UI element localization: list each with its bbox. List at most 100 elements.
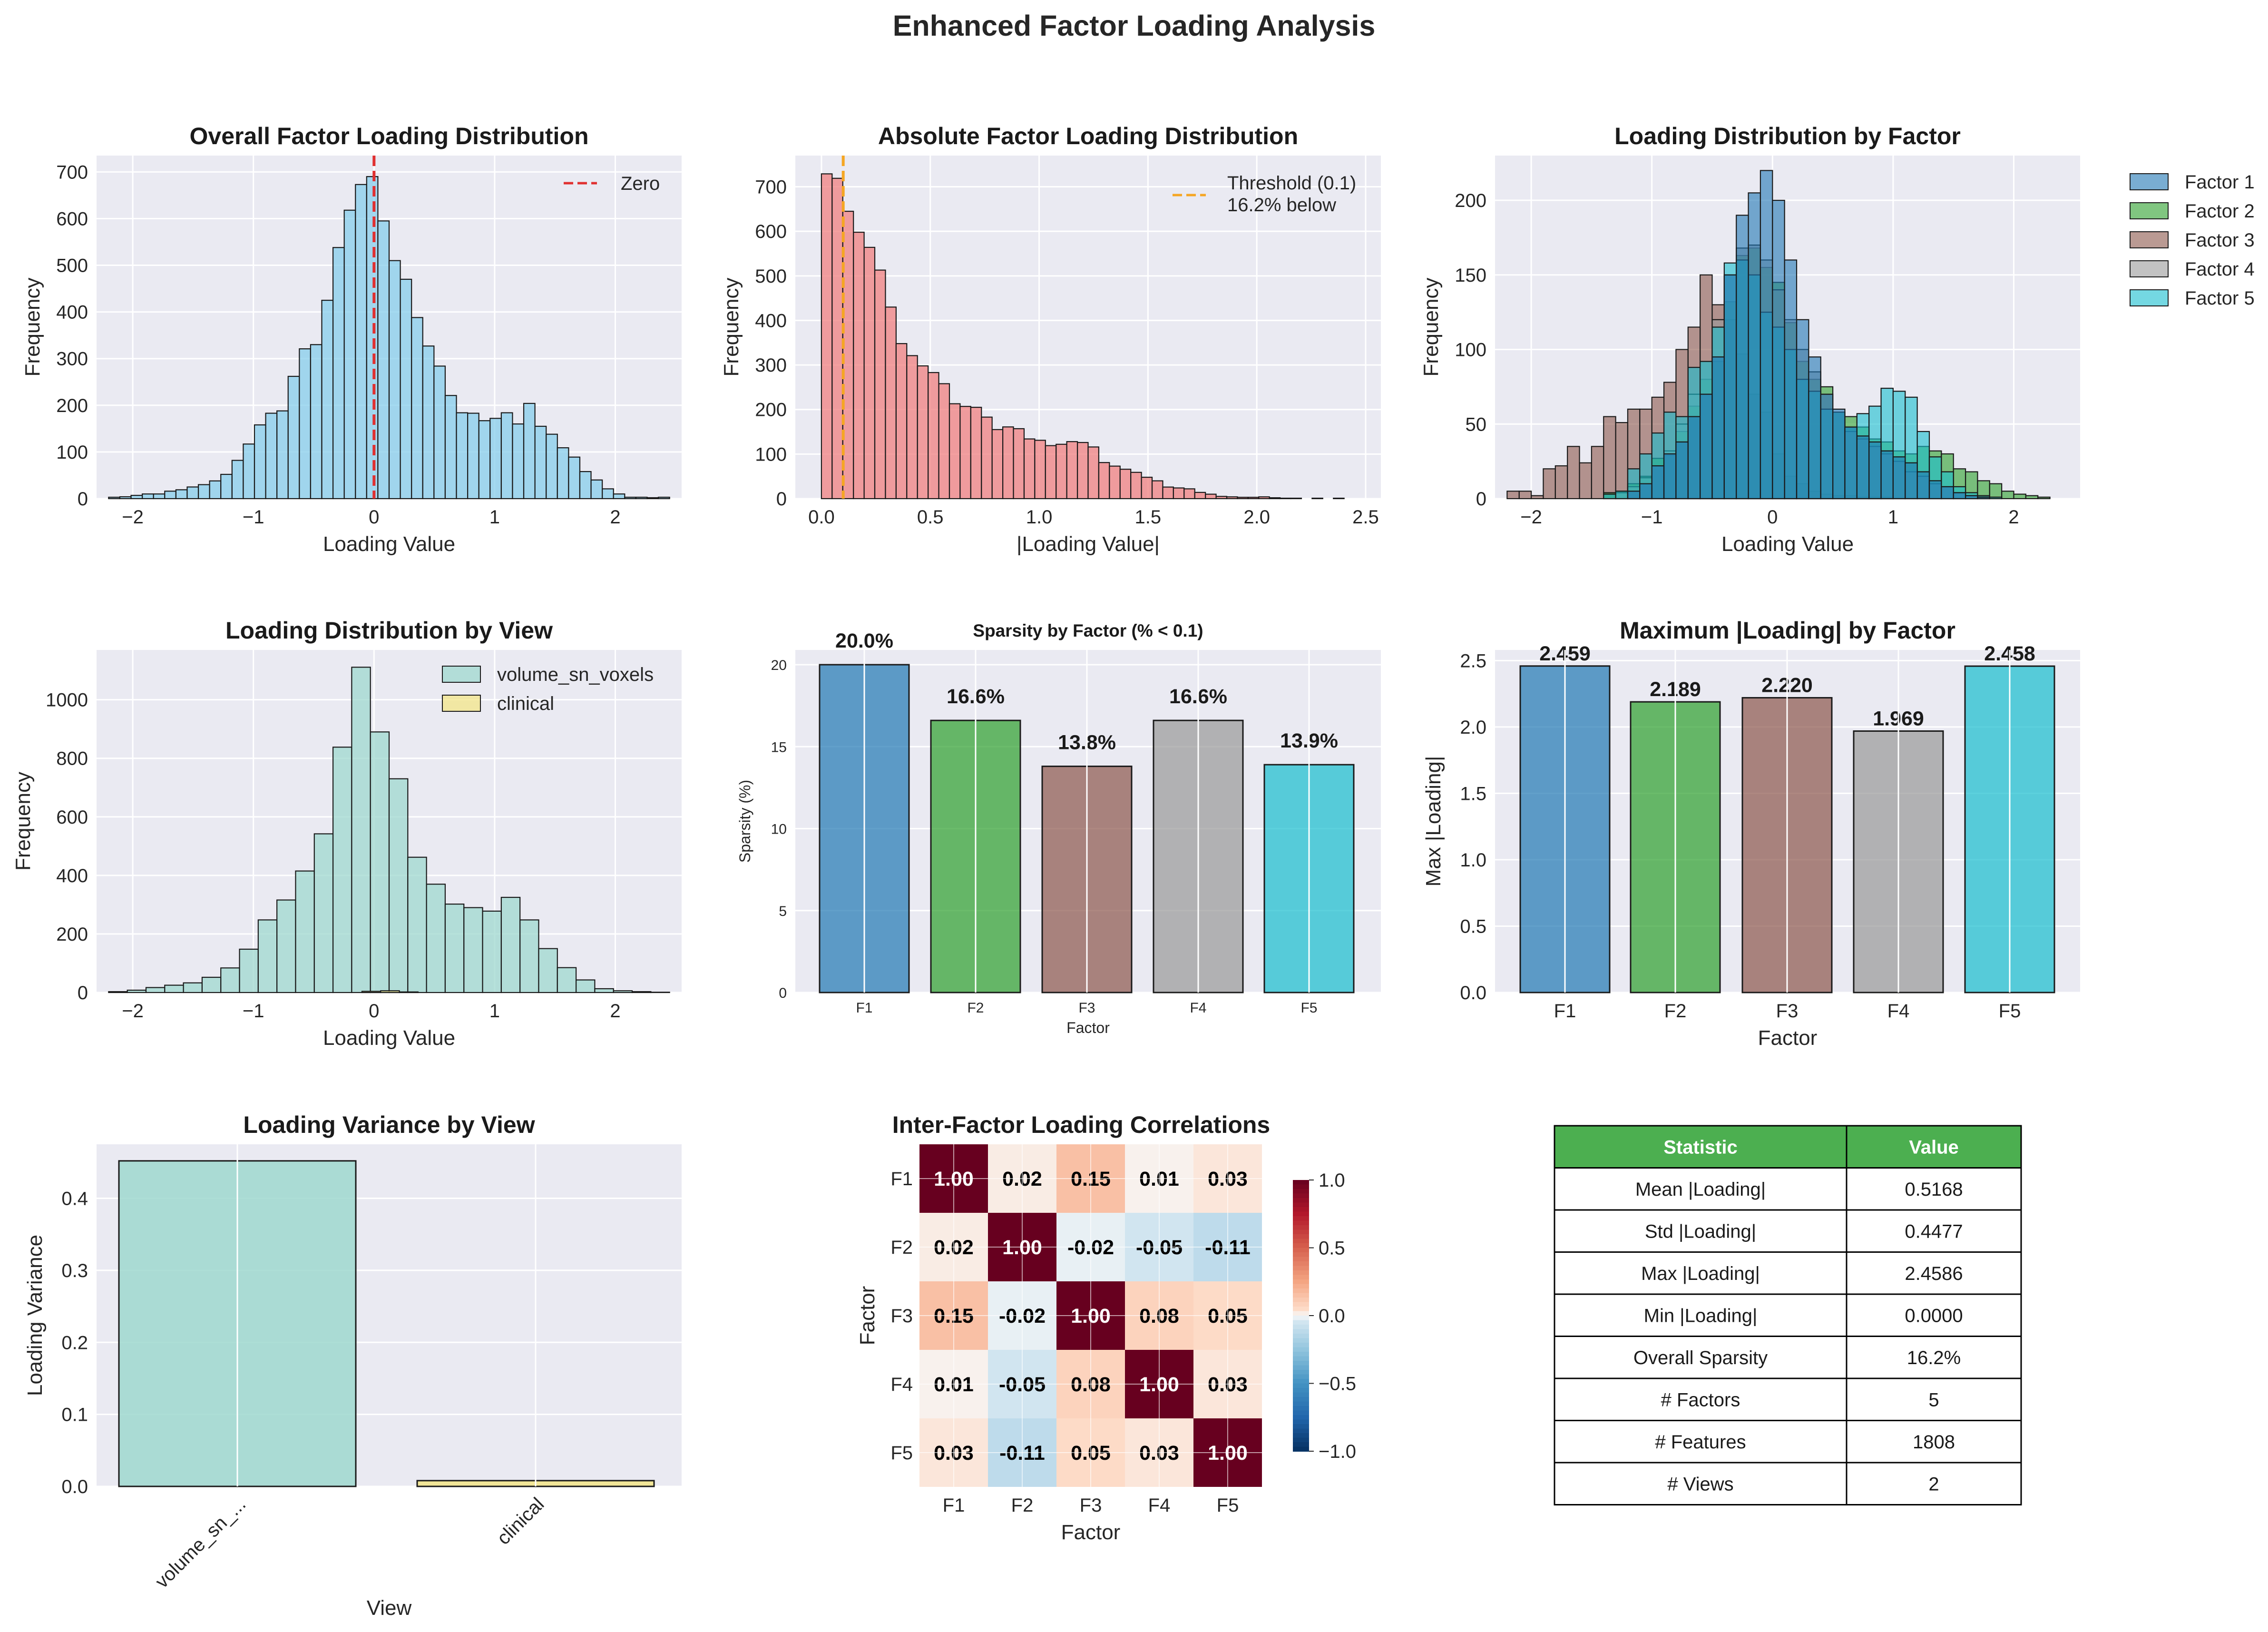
- table-cell: [1554, 1420, 1848, 1464]
- colorbar-segment: [1293, 1316, 1309, 1321]
- histogram-bar: [1045, 445, 1057, 500]
- table-value: 0.0000: [1905, 1305, 1963, 1326]
- histogram-bar: [142, 493, 154, 500]
- y-tick-label: 700: [755, 177, 787, 198]
- histogram-bar: [489, 418, 502, 500]
- histogram-bar: [1098, 462, 1110, 500]
- panel-title: Absolute Factor Loading Distribution: [878, 123, 1298, 149]
- histogram-bar: [1989, 483, 2003, 500]
- histogram-bar: [1916, 471, 1930, 500]
- table-statistic: Std |Loading|: [1645, 1221, 1756, 1242]
- colorbar-segment: [1293, 1298, 1309, 1303]
- histogram-bar: [1880, 450, 1894, 500]
- colorbar-segment: [1293, 1442, 1309, 1447]
- x-tick-label: F4: [1887, 1001, 1910, 1022]
- histogram-bar: [1808, 356, 1821, 500]
- histogram-bar: [164, 491, 176, 500]
- histogram-bar: [1603, 416, 1616, 500]
- x-axis-label: View: [367, 1596, 412, 1620]
- histogram-bar: [613, 990, 633, 993]
- histogram-bar: [370, 731, 390, 993]
- histogram-bar: [1543, 468, 1556, 500]
- y-tick-label: F4: [890, 1374, 913, 1395]
- table-value: 5: [1928, 1389, 1939, 1410]
- histogram-bar: [500, 412, 513, 500]
- histogram-bar: [1868, 441, 1882, 500]
- y-tick-label: F5: [890, 1443, 913, 1464]
- colorbar-segment: [1293, 1252, 1309, 1258]
- x-tick-label: F1: [943, 1495, 965, 1516]
- histogram-bar: [1258, 496, 1270, 500]
- table-cell: [1846, 1293, 2022, 1337]
- colorbar-segment: [1293, 1397, 1309, 1402]
- y-tick-label: 0: [78, 983, 88, 1003]
- table-header-cell: [1554, 1125, 1848, 1169]
- x-tick-label: −1: [243, 1001, 264, 1022]
- x-tick-label: −2: [122, 507, 144, 528]
- histogram-bar: [590, 479, 603, 500]
- x-tick-label: F4: [1190, 1000, 1206, 1016]
- y-tick-label: 0: [779, 985, 787, 1001]
- y-tick-label: 50: [1466, 414, 1487, 435]
- y-tick-label: 1.0: [1460, 850, 1486, 871]
- colorbar-segment: [1293, 1419, 1309, 1425]
- histogram-bar: [321, 299, 334, 500]
- x-tick-label: F5: [1217, 1495, 1239, 1516]
- histogram-bar: [2013, 493, 2026, 500]
- panel-title: Overall Factor Loading Distribution: [190, 123, 589, 149]
- histogram-bar: [310, 344, 323, 500]
- x-tick-label: 2: [610, 1001, 620, 1022]
- y-tick-label: 800: [56, 748, 88, 769]
- histogram-bar: [220, 473, 233, 500]
- histogram-bar: [1928, 480, 1942, 500]
- histogram-bar: [197, 484, 210, 500]
- colorbar-tick-label: 1.0: [1319, 1170, 1345, 1191]
- legend-swatch: [2130, 289, 2169, 306]
- histogram-bar: [1627, 491, 1641, 500]
- histogram-bar: [1615, 422, 1629, 500]
- histogram-bar: [1226, 496, 1238, 500]
- histogram-bar: [388, 778, 409, 993]
- histogram-bar: [546, 433, 558, 500]
- histogram-bar: [332, 247, 345, 500]
- histogram-bar: [456, 412, 469, 500]
- histogram-bar: [2037, 496, 2051, 500]
- x-tick-label: 1.5: [1135, 507, 1162, 528]
- colorbar-segment: [1293, 1307, 1309, 1312]
- histogram-bar: [127, 989, 147, 993]
- histogram-bar: [145, 987, 166, 993]
- table-cell: [1554, 1167, 1848, 1211]
- x-axis-label: Factor: [1758, 1026, 1818, 1050]
- histogram-bar: [1119, 469, 1132, 500]
- table-statistic: Max |Loading|: [1641, 1263, 1760, 1284]
- histogram-bar: [863, 246, 876, 500]
- histogram-bar: [1772, 199, 1785, 500]
- histogram-bar: [1013, 428, 1025, 500]
- histogram-bar: [377, 220, 390, 500]
- histogram-bar: [1162, 486, 1174, 500]
- histogram-bar: [463, 907, 483, 993]
- histogram-bar: [1280, 497, 1291, 500]
- histogram-bars: [108, 176, 670, 500]
- legend-label: Factor 3: [2185, 230, 2255, 251]
- colorbar-segment: [1293, 1347, 1309, 1352]
- y-tick-label: 20: [771, 658, 787, 673]
- histogram-bar: [650, 992, 670, 993]
- legend-label: volume_sn_voxels: [497, 664, 654, 685]
- x-tick-label: −2: [1520, 507, 1542, 528]
- legend-swatch: [2130, 231, 2169, 248]
- colorbar-segment: [1293, 1361, 1309, 1366]
- histogram-bar: [1639, 483, 1652, 500]
- x-tick-label: F2: [967, 1000, 984, 1016]
- histogram-bar: [231, 460, 244, 500]
- histogram-bar: [1023, 438, 1036, 500]
- histogram-bar: [1832, 408, 1846, 500]
- legend-swatch: [442, 695, 481, 712]
- histogram-bar: [534, 425, 547, 500]
- colorbar-segment: [1293, 1392, 1309, 1397]
- histogram-bar: [1002, 426, 1014, 500]
- colorbar-segment: [1293, 1211, 1309, 1217]
- colorbar-segment: [1293, 1180, 1309, 1185]
- colorbar-segment: [1293, 1446, 1309, 1452]
- table-cell: [1554, 1377, 1848, 1421]
